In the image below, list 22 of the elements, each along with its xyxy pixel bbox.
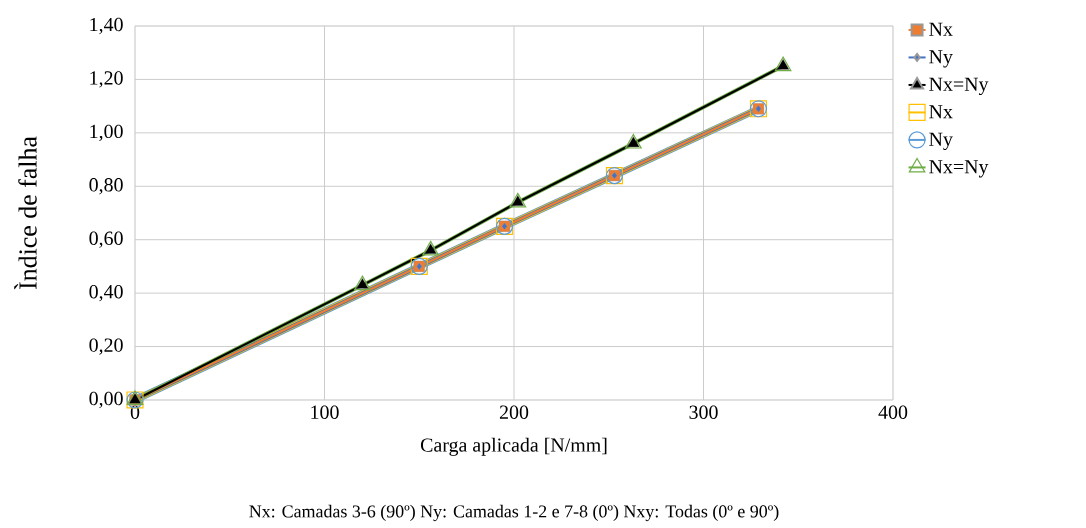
legend-label: Nx [929,22,953,36]
y-tick-label: 0,60 [89,231,123,248]
x-tick-label: 100 [311,405,339,419]
y-tick-label: 1,20 [90,71,123,88]
x-axis-title: Carga aplicada [N/mm] [420,437,607,456]
x-tick-label: 0 [130,405,140,419]
legend-label: Nx [929,105,953,119]
x-tick-label: 200 [499,405,529,419]
y-axis-title: Ìndice de falha [14,136,37,290]
legend-label: Ny [929,50,953,68]
y-tick-label: 1,00 [90,124,123,141]
x-tick-label: 300 [689,405,718,419]
legend-label: Ny [929,132,953,150]
y-tick-label: 0,80 [89,178,123,195]
y-tick-label: 1,40 [90,17,123,35]
y-tick-label: 0,00 [89,391,123,409]
x-tick-label: 400 [878,405,908,419]
y-tick-label: 0,40 [89,284,123,302]
y-tick-label: 0,20 [89,338,123,355]
legend-label: Nx=Ny [929,160,989,178]
legend-label: Nx=Ny [929,77,989,96]
text: Nx: Camadas 3-6 (90º) Ny: Camadas 1-2 e 7-8 (0º) Nxy: Todas (0º e 90º) [249,504,779,522]
